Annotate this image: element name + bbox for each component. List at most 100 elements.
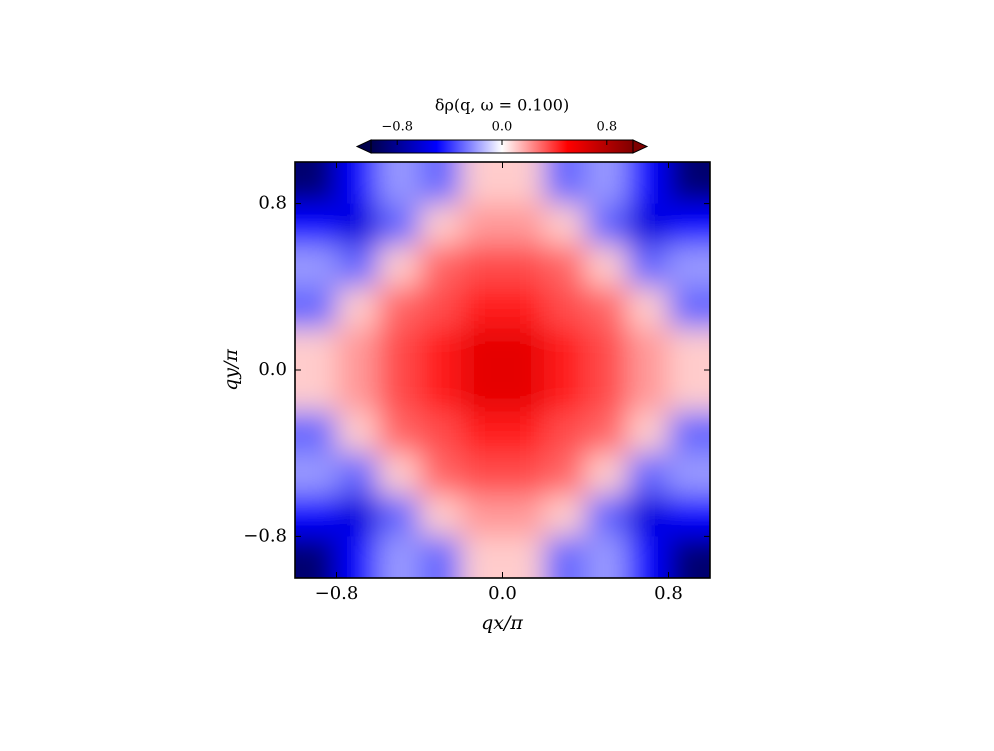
heatmap-cell bbox=[585, 328, 628, 371]
heatmap-cell bbox=[502, 453, 545, 496]
heatmap-cell bbox=[461, 411, 503, 454]
heatmap-cell bbox=[419, 536, 462, 578]
heatmap-cell bbox=[295, 536, 337, 578]
heatmap-cell bbox=[295, 328, 337, 371]
heatmap-cell bbox=[544, 411, 586, 454]
heatmap-cell bbox=[627, 245, 669, 288]
heatmap-cell bbox=[585, 245, 628, 288]
heatmap-cell bbox=[627, 453, 669, 496]
heatmap-cell bbox=[336, 203, 379, 246]
heatmap-cell bbox=[544, 286, 586, 329]
heatmap-cell bbox=[295, 162, 337, 205]
heatmap-cell bbox=[295, 203, 337, 246]
heatmap-cell bbox=[668, 494, 710, 537]
x-tick-label: 0.8 bbox=[654, 583, 683, 604]
heatmap-cell bbox=[419, 494, 462, 537]
heatmap-cell bbox=[419, 328, 462, 371]
heatmap-cell bbox=[502, 536, 545, 578]
heatmap-cell bbox=[502, 203, 545, 246]
heatmap-cell bbox=[585, 286, 628, 329]
heatmap-cell bbox=[627, 494, 669, 537]
heatmap-cell bbox=[295, 370, 337, 413]
heatmap-cell bbox=[502, 370, 545, 413]
heatmap-cell bbox=[419, 411, 462, 454]
heatmap-cell bbox=[627, 411, 669, 454]
heatmap-cell bbox=[295, 411, 337, 454]
heatmap-cell bbox=[336, 453, 379, 496]
heatmap-cell bbox=[419, 453, 462, 496]
heatmap-cell bbox=[419, 286, 462, 329]
x-tick-label: −0.8 bbox=[315, 583, 359, 604]
heatmap-cell bbox=[295, 286, 337, 329]
heatmap-cell bbox=[544, 203, 586, 246]
heatmap-cell bbox=[295, 494, 337, 537]
heatmap-cell bbox=[419, 162, 462, 205]
y-tick-label: 0.8 bbox=[258, 193, 287, 214]
colorbar-extend-high bbox=[632, 139, 649, 154]
colorbar-tick-label: 0.0 bbox=[492, 120, 513, 135]
heatmap-cell bbox=[627, 162, 669, 205]
heatmap-cell bbox=[461, 328, 503, 371]
y-tick-label: −0.8 bbox=[243, 525, 287, 546]
heatmap-cell bbox=[544, 453, 586, 496]
heatmap-cell bbox=[336, 328, 379, 371]
heatmap-cell bbox=[627, 536, 669, 578]
heatmap-cell bbox=[378, 453, 420, 496]
heatmap-cell bbox=[502, 162, 545, 205]
heatmap-cell bbox=[668, 536, 710, 578]
heatmap-cell bbox=[585, 370, 628, 413]
heatmap-cell bbox=[668, 370, 710, 413]
heatmap-cell bbox=[336, 494, 379, 537]
heatmap-cell bbox=[378, 370, 420, 413]
colorbar: −0.8 0.0 0.8 bbox=[355, 120, 649, 154]
axes: −0.8 0.0 0.8 −0.8 0.0 0.8 bbox=[243, 161, 711, 604]
heatmap-cell bbox=[585, 453, 628, 496]
heatmap-cell bbox=[544, 162, 586, 205]
heatmap-cell bbox=[378, 411, 420, 454]
heatmap-cell bbox=[336, 162, 379, 205]
heatmap-cell bbox=[378, 162, 420, 205]
heatmap-cell bbox=[585, 203, 628, 246]
heatmap-cell bbox=[419, 245, 462, 288]
heatmap-cell bbox=[378, 494, 420, 537]
heatmap-cell bbox=[336, 245, 379, 288]
heatmap-cell bbox=[461, 370, 503, 413]
heatmap-cell bbox=[627, 286, 669, 329]
colorbar-tick-label: 0.8 bbox=[596, 120, 617, 135]
heatmap-cell bbox=[585, 162, 628, 205]
heatmap-cell bbox=[461, 245, 503, 288]
heatmap-cell bbox=[461, 203, 503, 246]
heatmap-cell bbox=[336, 411, 379, 454]
heatmap bbox=[295, 162, 710, 578]
heatmap-cell bbox=[544, 370, 586, 413]
heatmap-cell bbox=[502, 286, 545, 329]
heatmap-cell bbox=[419, 370, 462, 413]
heatmap-cell bbox=[544, 536, 586, 578]
heatmap-cell bbox=[585, 536, 628, 578]
heatmap-cell bbox=[668, 245, 710, 288]
heatmap-cell bbox=[461, 162, 503, 205]
heatmap-cell bbox=[461, 536, 503, 578]
heatmap-cell bbox=[336, 370, 379, 413]
heatmap-cell bbox=[419, 203, 462, 246]
heatmap-cell bbox=[627, 203, 669, 246]
heatmap-cell bbox=[668, 453, 710, 496]
heatmap-cell bbox=[336, 286, 379, 329]
colorbar-tick-label: −0.8 bbox=[381, 120, 413, 135]
heatmap-cell bbox=[378, 203, 420, 246]
heatmap-cell bbox=[336, 536, 379, 578]
heatmap-cell bbox=[378, 536, 420, 578]
heatmap-cell bbox=[668, 411, 710, 454]
heatmap-cell bbox=[295, 453, 337, 496]
heatmap-cell bbox=[627, 328, 669, 371]
colorbar-extend-low bbox=[355, 139, 372, 154]
heatmap-cell bbox=[544, 245, 586, 288]
heatmap-cell bbox=[668, 162, 710, 205]
heatmap-cell bbox=[461, 453, 503, 496]
y-tick-label: 0.0 bbox=[258, 359, 287, 380]
heatmap-cell bbox=[461, 494, 503, 537]
heatmap-cell bbox=[585, 494, 628, 537]
x-tick-label: 0.0 bbox=[488, 583, 517, 604]
heatmap-cell bbox=[378, 328, 420, 371]
